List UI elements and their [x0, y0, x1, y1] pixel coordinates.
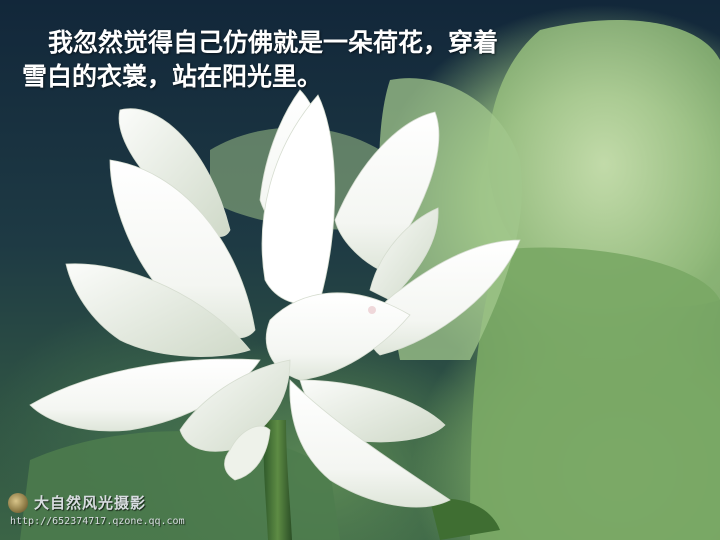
watermark-title: 大自然风光摄影: [34, 494, 147, 512]
lotus-stem: [263, 420, 292, 540]
photo-watermark: 大自然风光摄影 http://652374717.qzone.qq.com: [8, 492, 185, 527]
caption-line-2: 雪白的衣裳，站在阳光里。: [22, 62, 323, 91]
caption-text: 我忽然觉得自己仿佛就是一朵荷花，穿着 雪白的衣裳，站在阳光里。: [22, 26, 662, 94]
caption-line-1: 我忽然觉得自己仿佛就是一朵荷花，穿着: [48, 28, 499, 57]
watermark-url: http://652374717.qzone.qq.com: [10, 516, 185, 527]
lotus-flower: [29, 89, 521, 508]
watermark-logo-icon: [8, 492, 28, 513]
